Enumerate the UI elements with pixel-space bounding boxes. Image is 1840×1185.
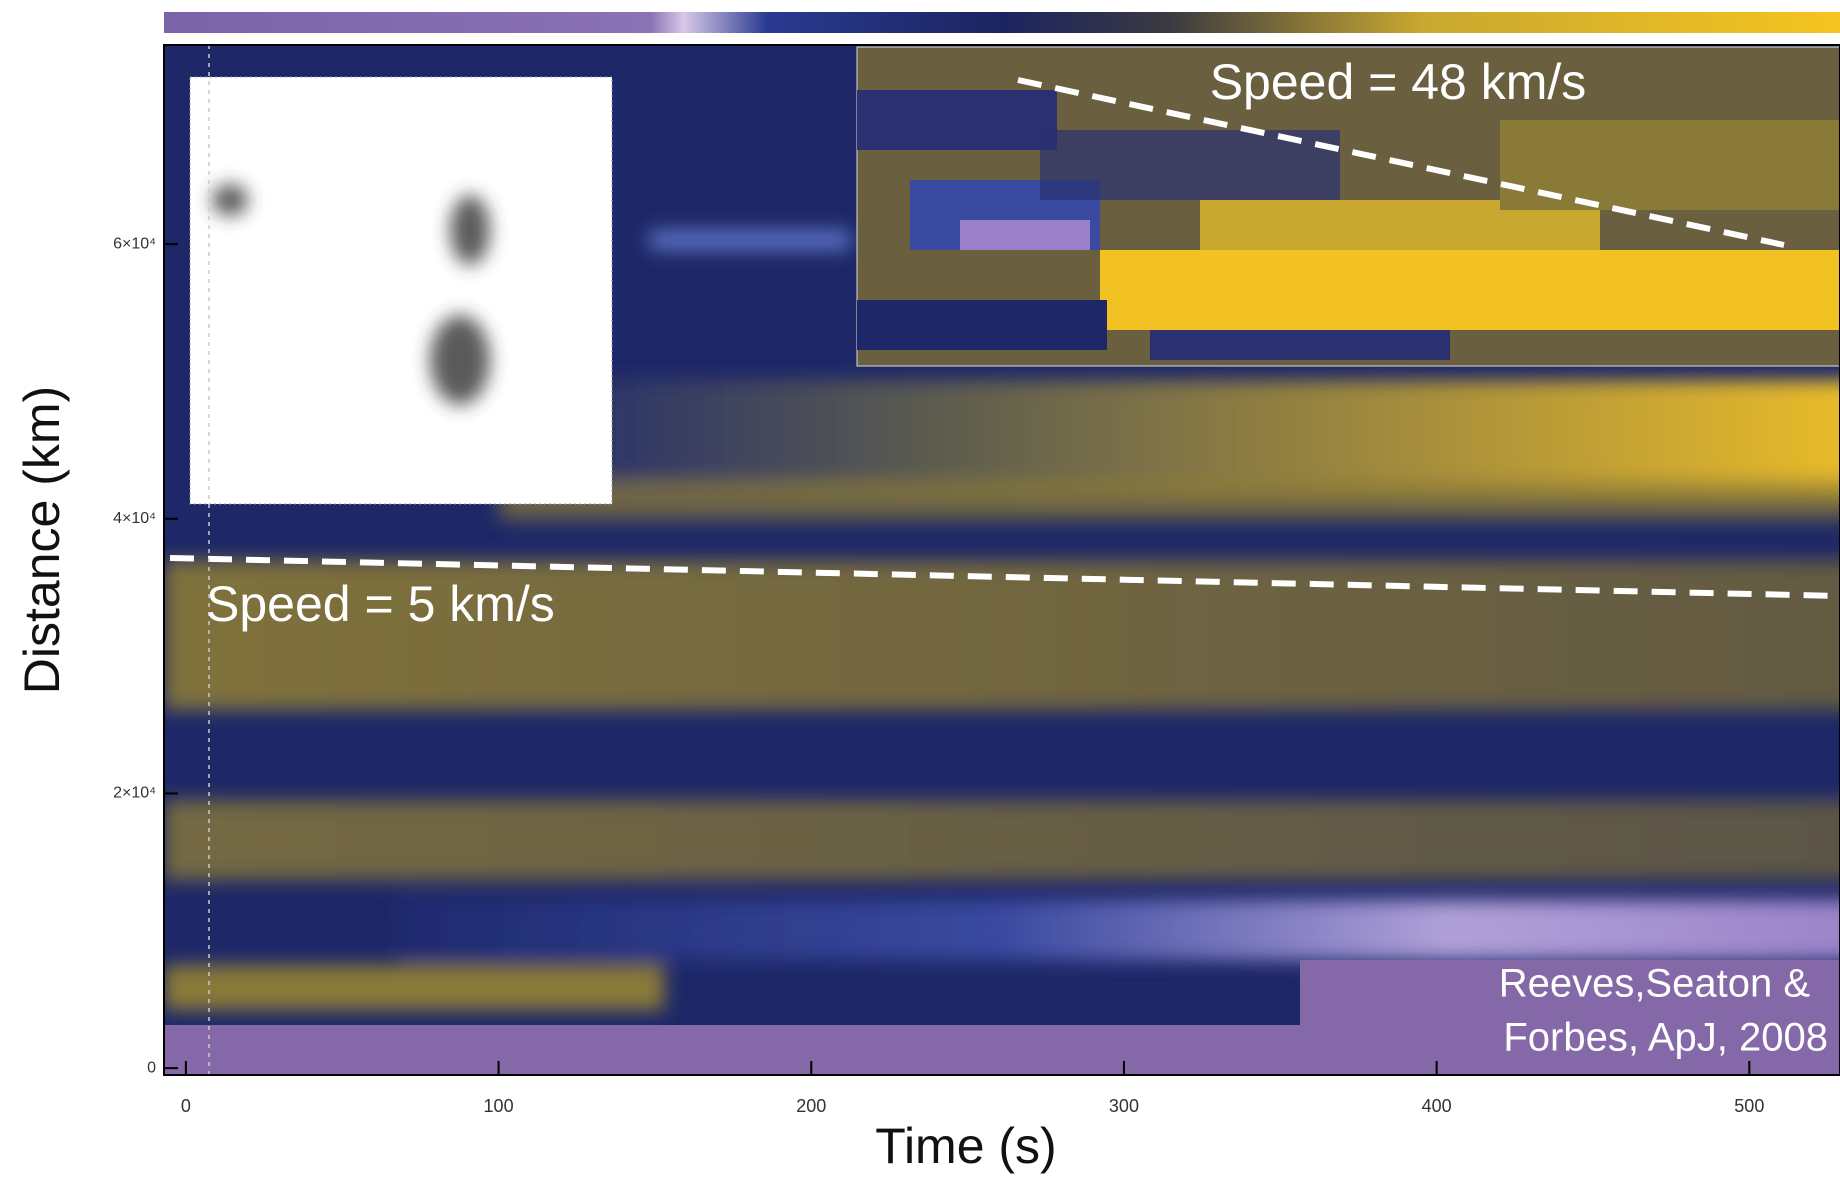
heatmap [164,45,1840,1075]
y-tick-label: 6×10⁴ [113,235,156,252]
x-tick-label: 0 [181,1096,191,1116]
colorbar [164,12,1840,33]
y-tick-label: 0 [147,1059,156,1076]
x-tick-label: 400 [1422,1096,1452,1116]
x-tick-label: 500 [1734,1096,1764,1116]
y-tick-label: 4×10⁴ [113,510,156,527]
x-tick-label: 300 [1109,1096,1139,1116]
annotation: Speed = 5 km/s [206,576,555,632]
x-tick-label: 200 [796,1096,826,1116]
annotation: Speed = 48 km/s [1210,54,1587,110]
x-axis-label: Time (s) [875,1118,1056,1174]
y-axis-label: Distance (km) [14,386,70,694]
credit: Forbes, ApJ, 2008 [1503,1016,1828,1060]
y-tick-label: 2×10⁴ [113,785,156,802]
credit: Reeves,Seaton & [1499,962,1811,1006]
x-tick-label: 100 [484,1096,514,1116]
